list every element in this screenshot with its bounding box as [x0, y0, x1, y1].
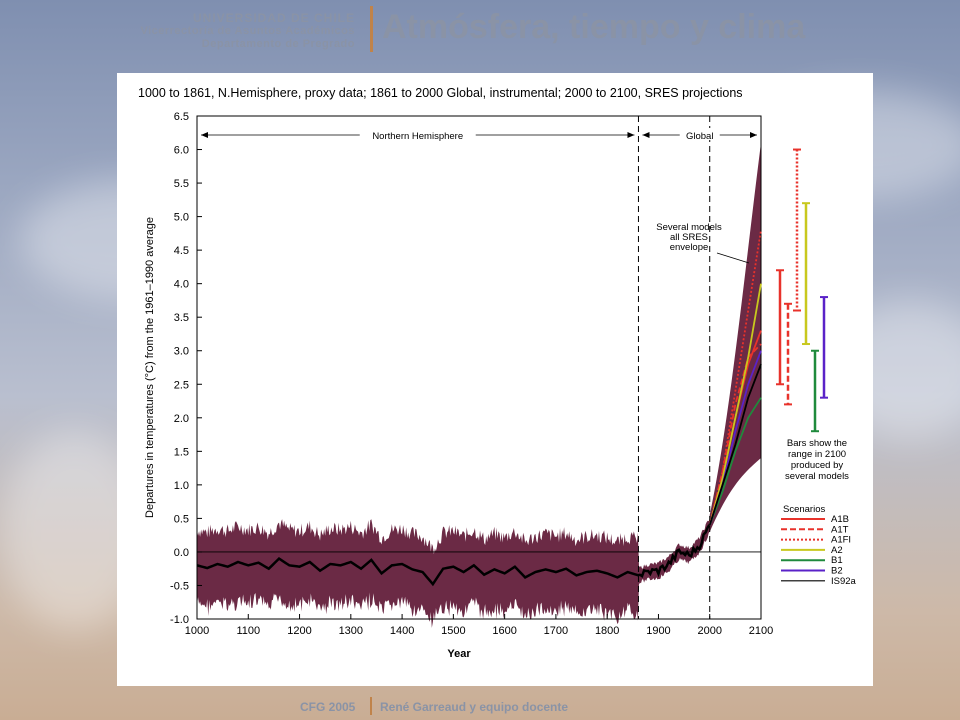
y-tick-label: 2.0 — [174, 413, 189, 425]
bars-note-line: several models — [785, 471, 849, 482]
course-title: Atmósfera, tiempo y clima — [382, 8, 806, 46]
y-tick-label: 5.5 — [174, 178, 189, 190]
footer-divider — [370, 697, 372, 715]
series-layer — [196, 229, 762, 587]
x-tick-label: 1300 — [339, 625, 363, 637]
x-tick-label: 1000 — [185, 625, 209, 637]
envelope-layer — [197, 142, 761, 628]
bars-note-line: Bars show the — [787, 438, 847, 449]
bars-note-line: produced by — [791, 460, 844, 471]
university-header: UNIVERSIDAD DE CHILE Vicerrectoría de As… — [140, 12, 355, 51]
plot-frame — [196, 115, 762, 620]
y-tick-label: 6.0 — [174, 145, 189, 157]
y-tick-label: 6.5 — [174, 111, 189, 123]
chart-svg: 1000 to 1861, N.Hemisphere, proxy data; … — [138, 86, 857, 660]
legend-label-a1t: A1T — [831, 524, 849, 535]
x-tick-label: 1100 — [236, 625, 260, 637]
envelope-note-line: envelope — [670, 242, 709, 253]
projection-envelope — [709, 142, 761, 532]
envelope-note-line: all SRES — [670, 232, 708, 243]
historical-uncertainty-band — [197, 518, 710, 628]
x-tick-label: 1500 — [441, 625, 465, 637]
y-tick-label: -0.5 — [170, 580, 189, 592]
region-label-bg — [679, 128, 720, 140]
y-tick-label: 2.5 — [174, 379, 189, 391]
y-tick-label: -1.0 — [170, 614, 189, 626]
global-region-arrow-head-right — [750, 132, 757, 138]
region-label-bg — [359, 128, 476, 140]
x-tick-label: 2000 — [697, 625, 721, 637]
legend-label-a1b: A1B — [831, 514, 849, 525]
series-b1 — [708, 397, 762, 526]
x-tick-label: 1800 — [595, 625, 619, 637]
range-bars — [776, 148, 828, 433]
nh-region-arrow-head-left — [201, 132, 208, 138]
legend-label-b2: B2 — [831, 566, 843, 577]
historical-mean-line — [196, 523, 711, 587]
legend-label-is92a: IS92a — [831, 576, 857, 587]
x-axis-label: Year — [447, 648, 471, 660]
y-tick-label: 4.0 — [174, 279, 189, 291]
footer-course: CFG 2005 — [300, 700, 356, 714]
y-axis-label: Departures in temperatures (°C) from the… — [144, 217, 156, 518]
chart-title: 1000 to 1861, N.Hemisphere, proxy data; … — [138, 86, 743, 100]
x-tick-label: 1700 — [544, 625, 568, 637]
x-tick-label: 1600 — [492, 625, 516, 637]
nh-region-arrow-head-right — [627, 132, 635, 138]
series-a1fi — [708, 229, 762, 526]
legend-label-a1fi: A1FI — [831, 535, 851, 546]
region-label-global: Global — [686, 131, 713, 142]
y-tick-label: 3.0 — [174, 346, 189, 358]
x-tick-label: 1400 — [390, 625, 414, 637]
chart-panel: 1000 to 1861, N.Hemisphere, proxy data; … — [117, 73, 873, 686]
x-tick-label: 1200 — [287, 625, 311, 637]
y-tick-label: 3.5 — [174, 312, 189, 324]
y-tick-label: 1.0 — [174, 480, 189, 492]
legend-label-a2: A2 — [831, 545, 843, 556]
series-is92a — [708, 363, 762, 526]
y-tick-label: 5.0 — [174, 212, 189, 224]
legend-title: Scenarios — [783, 504, 825, 515]
envelope-note-line: Several models — [656, 222, 722, 233]
bars-note-line: range in 2100 — [788, 449, 846, 460]
global-region-arrow-head-left — [642, 132, 650, 138]
y-tick-label: 0.0 — [174, 547, 189, 559]
y-tick-label: 1.5 — [174, 446, 189, 458]
x-tick-label: 2100 — [749, 625, 773, 637]
footer-author: René Garreaud y equipo docente — [380, 700, 569, 714]
series-a2 — [708, 283, 762, 526]
envelope-note-pointer — [716, 252, 750, 264]
header-divider — [370, 6, 373, 52]
y-tick-label: 0.5 — [174, 513, 189, 525]
university-name: UNIVERSIDAD DE CHILE — [192, 11, 355, 25]
plot-border — [196, 115, 762, 620]
university-vicerrectoria: Vicerrectoría de Asuntos Académicos — [140, 25, 355, 37]
legend-label-b1: B1 — [831, 555, 843, 566]
y-tick-label: 4.5 — [174, 245, 189, 257]
region-label-northern-hemisphere: Northern Hemisphere — [372, 131, 463, 142]
chart-text: 1000 1100 1200 1300 1400 1500 1600 1700 1800 1900… — [144, 111, 857, 660]
x-tick-label: 1900 — [646, 625, 670, 637]
university-department: Departamento de Pregrado — [201, 38, 355, 50]
